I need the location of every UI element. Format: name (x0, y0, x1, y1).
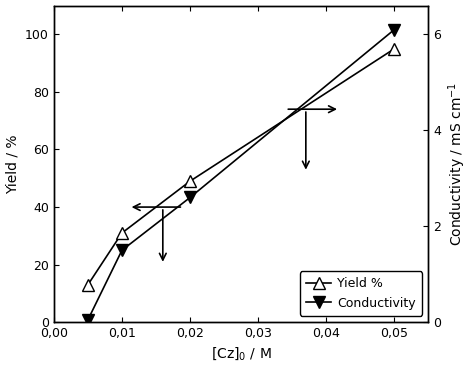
Conductivity (392, 27, 397, 32)
Y-axis label: Yield / %: Yield / % (6, 134, 19, 194)
Line: Yield %: Yield % (82, 43, 400, 290)
Legend: Yield %, Conductivity: Yield %, Conductivity (300, 271, 422, 316)
Line: Conductivity: Conductivity (82, 24, 400, 325)
X-axis label: [Cz]$_0$ / M: [Cz]$_0$ / M (211, 346, 272, 362)
Conductivity (187, 195, 193, 200)
Y-axis label: Conductivity / mS cm$^{-1}$: Conductivity / mS cm$^{-1}$ (447, 82, 468, 246)
Yield % (392, 46, 397, 51)
Conductivity (119, 248, 125, 252)
Yield % (85, 283, 91, 287)
Conductivity (85, 318, 91, 322)
Yield % (119, 231, 125, 235)
Yield % (187, 179, 193, 183)
